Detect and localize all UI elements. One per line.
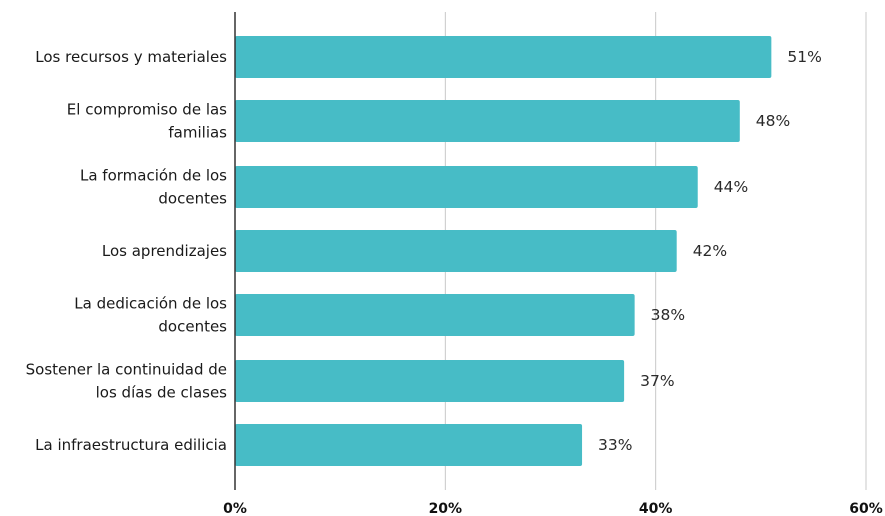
category-label: familias bbox=[168, 124, 227, 142]
category-label: Los recursos y materiales bbox=[35, 48, 227, 66]
value-label: 44% bbox=[714, 178, 748, 196]
category-label: Los aprendizajes bbox=[102, 242, 227, 260]
value-label: 37% bbox=[640, 372, 674, 390]
category-label: Sostener la continuidad de bbox=[26, 361, 227, 379]
bar bbox=[235, 360, 625, 402]
bar bbox=[235, 230, 677, 272]
category-label: La dedicación de los bbox=[74, 295, 227, 313]
bar bbox=[235, 424, 583, 466]
bar bbox=[235, 100, 740, 142]
value-label: 48% bbox=[756, 112, 790, 130]
value-label: 38% bbox=[651, 306, 685, 324]
category-label: los días de clases bbox=[96, 384, 228, 402]
bar bbox=[235, 36, 772, 78]
x-tick-label: 0% bbox=[223, 501, 247, 516]
category-label: docentes bbox=[158, 190, 227, 208]
x-tick-label: 40% bbox=[639, 501, 673, 516]
x-tick-label: 20% bbox=[429, 501, 463, 516]
bar bbox=[235, 166, 698, 208]
category-label: La formación de los bbox=[80, 167, 227, 185]
category-label: La infraestructura edilicia bbox=[35, 436, 227, 454]
bar bbox=[235, 294, 635, 336]
value-label: 33% bbox=[598, 436, 632, 454]
value-label: 42% bbox=[693, 242, 727, 260]
category-label: El compromiso de las bbox=[67, 101, 227, 119]
x-tick-label: 60% bbox=[849, 501, 883, 516]
value-label: 51% bbox=[787, 48, 821, 66]
category-label: docentes bbox=[158, 318, 227, 336]
